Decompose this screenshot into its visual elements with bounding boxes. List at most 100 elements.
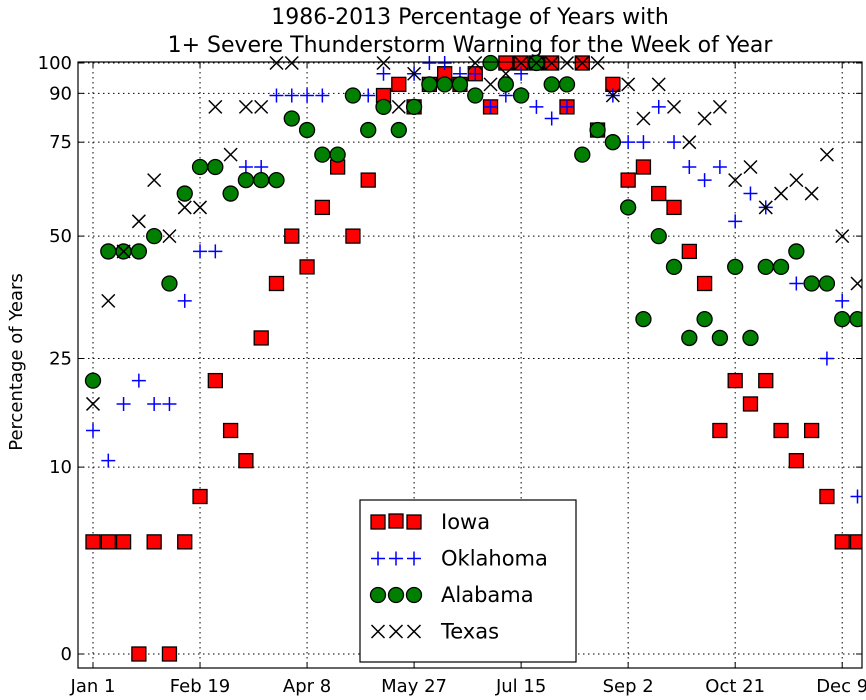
alabama-point	[298, 121, 316, 139]
texas-point	[835, 229, 850, 244]
texas-point	[544, 55, 559, 71]
iowa-point	[345, 228, 361, 244]
texas-point	[116, 244, 131, 259]
alabama-point	[237, 171, 255, 189]
texas-point	[682, 135, 697, 150]
texas-point	[728, 173, 743, 188]
y-tick-label: 100	[38, 53, 72, 74]
iowa-point	[498, 55, 514, 71]
texas-point	[819, 147, 834, 162]
texas-point	[590, 55, 605, 71]
iowa-point	[222, 422, 239, 439]
alabama-point	[696, 311, 713, 328]
iowa-point	[727, 372, 743, 389]
iowa-point	[635, 159, 652, 175]
legend-entry-iowa: Iowa	[370, 510, 490, 534]
texas-point	[605, 88, 620, 103]
alabama-point	[742, 329, 759, 347]
alabama-point	[161, 275, 178, 292]
oklahoma-point	[728, 214, 743, 229]
oklahoma-point	[269, 88, 284, 103]
oklahoma-point	[131, 373, 146, 388]
texas-point	[697, 111, 712, 126]
oklahoma-point	[193, 244, 208, 259]
chart-title-line2: 1+ Severe Thunderstorm Warning for the W…	[168, 33, 774, 58]
alabama-point	[543, 76, 560, 93]
y-tick-label: 0	[61, 644, 72, 665]
legend-label: Oklahoma	[441, 547, 548, 571]
oklahoma-point	[376, 66, 391, 81]
alabama-point	[146, 227, 163, 245]
alabama-point	[329, 146, 346, 163]
oklahoma-point	[254, 160, 269, 175]
alabama-point	[405, 98, 423, 116]
iowa-point	[192, 488, 208, 505]
series-texas	[85, 55, 862, 411]
oklahoma-point	[116, 396, 131, 411]
y-tick-label: 50	[49, 226, 72, 247]
series-oklahoma	[86, 56, 862, 504]
alabama-point	[360, 121, 377, 139]
y-tick-label: 75	[49, 132, 72, 153]
alabama-point	[314, 146, 331, 163]
alabama-point	[100, 243, 117, 260]
legend-square-marker	[406, 514, 422, 530]
alabama-point	[207, 158, 224, 176]
axis-ticks: 0 10 25 50 75 90 100 Jan 1 Feb 19 Apr 8 May 27 Jul …	[38, 53, 866, 697]
oklahoma-point	[361, 88, 376, 103]
alabama-point	[512, 87, 530, 104]
plot-frame	[77, 61, 863, 669]
legend-entry-oklahoma: Oklahoma	[371, 547, 548, 571]
oklahoma-point	[177, 293, 192, 308]
legend-label: Alabama	[441, 583, 534, 607]
texas-point	[483, 77, 498, 92]
x-tick-label: Dec 9	[816, 676, 866, 697]
y-tick-label: 25	[49, 349, 72, 370]
oklahoma-point	[514, 66, 529, 81]
alabama-point	[757, 258, 774, 276]
iowa-point	[314, 199, 331, 216]
iowa-point	[146, 534, 162, 550]
oklahoma-point	[101, 453, 116, 468]
oklahoma-point	[86, 423, 100, 438]
texas-point	[192, 200, 208, 215]
texas-point	[162, 229, 177, 244]
legend: Iowa Oklahoma Alabama Texas	[359, 499, 577, 663]
legend-plus-marker	[371, 551, 385, 566]
oklahoma-point	[468, 66, 483, 81]
texas-point	[575, 55, 590, 71]
texas-point	[712, 99, 727, 114]
x-tick-label: Oct 21	[705, 676, 765, 697]
texas-point	[636, 111, 651, 126]
iowa-point	[100, 534, 116, 550]
alabama-point	[834, 311, 851, 328]
alabama-point	[711, 329, 729, 347]
alabama-point	[253, 171, 270, 189]
iowa-point	[712, 422, 728, 439]
texas-point	[468, 55, 483, 71]
oklahoma-point	[621, 135, 636, 150]
oklahoma-point	[835, 293, 850, 308]
iowa-point	[85, 534, 101, 550]
alabama-point	[604, 134, 622, 151]
texas-point	[651, 77, 666, 92]
iowa-point	[177, 534, 193, 550]
legend-circle-marker	[405, 586, 423, 604]
legend-circle-marker	[369, 586, 387, 604]
texas-point	[101, 293, 116, 308]
texas-point	[407, 66, 422, 81]
legend-x-marker	[388, 624, 404, 639]
x-tick-label: Apr 8	[283, 676, 331, 697]
texas-point	[529, 55, 544, 71]
texas-point	[208, 99, 223, 114]
alabama-point	[574, 146, 591, 163]
y-axis-label: Percentage of Years	[6, 273, 27, 451]
iowa-point	[788, 453, 804, 469]
oklahoma-point	[559, 99, 574, 114]
alabama-point	[176, 185, 193, 202]
y-tick-label: 90	[49, 83, 72, 104]
alabama-point	[681, 329, 698, 347]
alabama-point	[390, 121, 407, 139]
iowa-point	[681, 243, 697, 260]
